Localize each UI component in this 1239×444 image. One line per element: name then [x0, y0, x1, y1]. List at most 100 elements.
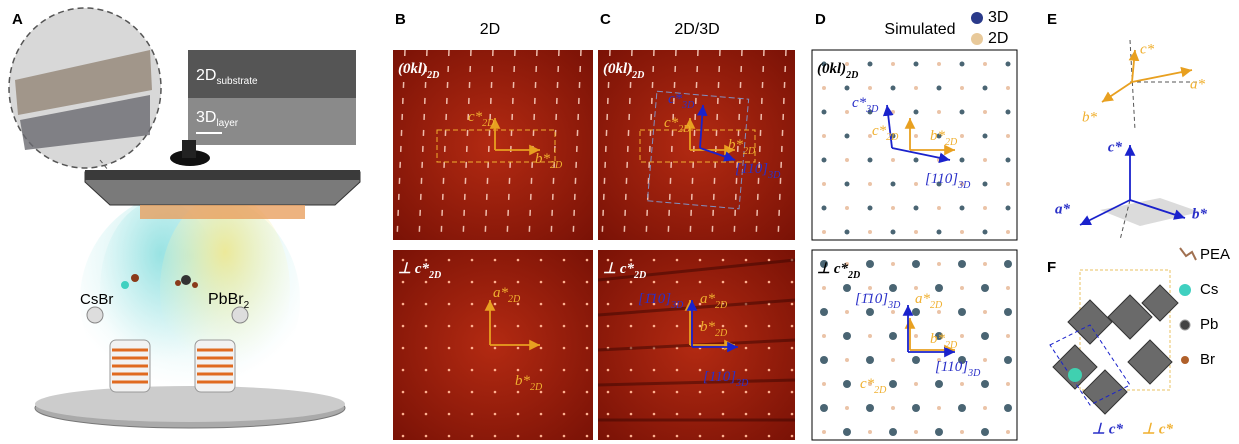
- spot: [471, 325, 474, 328]
- spot: [402, 369, 405, 372]
- spot: [494, 435, 497, 438]
- spot: [983, 62, 987, 66]
- label-sub: substrate: [216, 76, 258, 87]
- spot: [630, 413, 633, 416]
- spot: [586, 325, 589, 328]
- spot: [914, 382, 918, 386]
- spot: [935, 284, 943, 292]
- spot: [676, 369, 679, 372]
- spot: [745, 391, 748, 394]
- panel-a-art: [9, 8, 360, 428]
- spot: [607, 325, 610, 328]
- figure: ABCDEF2Dsubstrate3DlayerCsBrPbBr22D2D/3D…: [0, 0, 1239, 444]
- spot: [448, 281, 451, 284]
- spot: [448, 369, 451, 372]
- spot: [891, 110, 895, 114]
- label-main: 3D: [196, 109, 216, 126]
- label-sub: 3D: [957, 180, 971, 191]
- spot: [448, 325, 451, 328]
- spot: [745, 281, 748, 284]
- perp-label: ⊥ c*: [1142, 421, 1173, 437]
- spot: [630, 435, 633, 438]
- label-main: a*: [700, 291, 716, 307]
- spot: [471, 303, 474, 306]
- spot: [699, 391, 702, 394]
- spot: [822, 382, 826, 386]
- label-sub: 2D: [530, 382, 543, 393]
- label-sub: 2D: [508, 294, 521, 305]
- spot: [912, 356, 920, 364]
- label-main: ⊥ c*: [398, 261, 429, 277]
- spot: [653, 435, 656, 438]
- spot: [402, 347, 405, 350]
- spot: [722, 259, 725, 262]
- spot: [937, 406, 941, 410]
- spot: [822, 134, 826, 138]
- spot: [676, 391, 679, 394]
- spot: [822, 182, 826, 186]
- spot: [958, 404, 966, 412]
- spot: [891, 406, 895, 410]
- spot: [914, 134, 918, 138]
- spot: [914, 206, 919, 211]
- spot: [607, 369, 610, 372]
- spot: [937, 86, 942, 91]
- column-title: Simulated: [884, 21, 955, 38]
- spot: [845, 158, 849, 162]
- spot: [425, 435, 428, 438]
- spot: [471, 369, 474, 372]
- spot: [540, 281, 543, 284]
- axis-arrow: [1132, 50, 1135, 82]
- spot: [981, 380, 989, 388]
- spot: [983, 110, 987, 114]
- spot: [983, 262, 987, 266]
- legend-label: Pb: [1200, 316, 1218, 333]
- label-main: b*: [930, 331, 946, 347]
- axis-label: c*: [1140, 41, 1155, 57]
- label-sub: 2D: [845, 70, 858, 81]
- spot: [517, 413, 520, 416]
- spot: [937, 110, 941, 114]
- spot: [822, 158, 827, 163]
- spot: [891, 230, 896, 235]
- spot: [791, 413, 794, 416]
- spot: [745, 435, 748, 438]
- label-sub: 2D: [633, 270, 646, 281]
- label-sub: 3D: [767, 170, 781, 181]
- spot: [448, 413, 451, 416]
- label-sub: 2D: [715, 328, 728, 339]
- spot: [958, 260, 966, 268]
- precursor-label: CsBr: [80, 291, 113, 308]
- legend-swatch: [971, 33, 983, 45]
- plate-top: [85, 170, 360, 180]
- spot: [494, 391, 497, 394]
- spot: [1006, 158, 1011, 163]
- spot: [699, 435, 702, 438]
- panel-letter: D: [815, 11, 826, 28]
- spot: [914, 286, 918, 290]
- spot: [425, 325, 428, 328]
- spot: [745, 259, 748, 262]
- spot: [471, 259, 474, 262]
- base-top: [35, 386, 345, 422]
- spot: [586, 369, 589, 372]
- label-sub: 2D: [743, 146, 756, 157]
- spot: [822, 110, 827, 115]
- spot: [494, 325, 497, 328]
- label-main: c*: [852, 95, 867, 111]
- spot: [843, 428, 851, 436]
- label-sub: 2D: [874, 385, 887, 396]
- label-main: c*: [860, 376, 875, 392]
- spot: [517, 369, 520, 372]
- axis-label: c*: [1108, 139, 1123, 155]
- spot: [676, 325, 679, 328]
- spot: [983, 358, 987, 362]
- label-sub: 2D: [886, 132, 899, 143]
- spot: [843, 284, 851, 292]
- spot: [653, 259, 656, 262]
- spot: [866, 260, 874, 268]
- label-main: c*: [468, 109, 483, 125]
- axis-label: b*: [1082, 109, 1098, 125]
- label-sub: 3D: [967, 368, 981, 379]
- spot: [1004, 356, 1012, 364]
